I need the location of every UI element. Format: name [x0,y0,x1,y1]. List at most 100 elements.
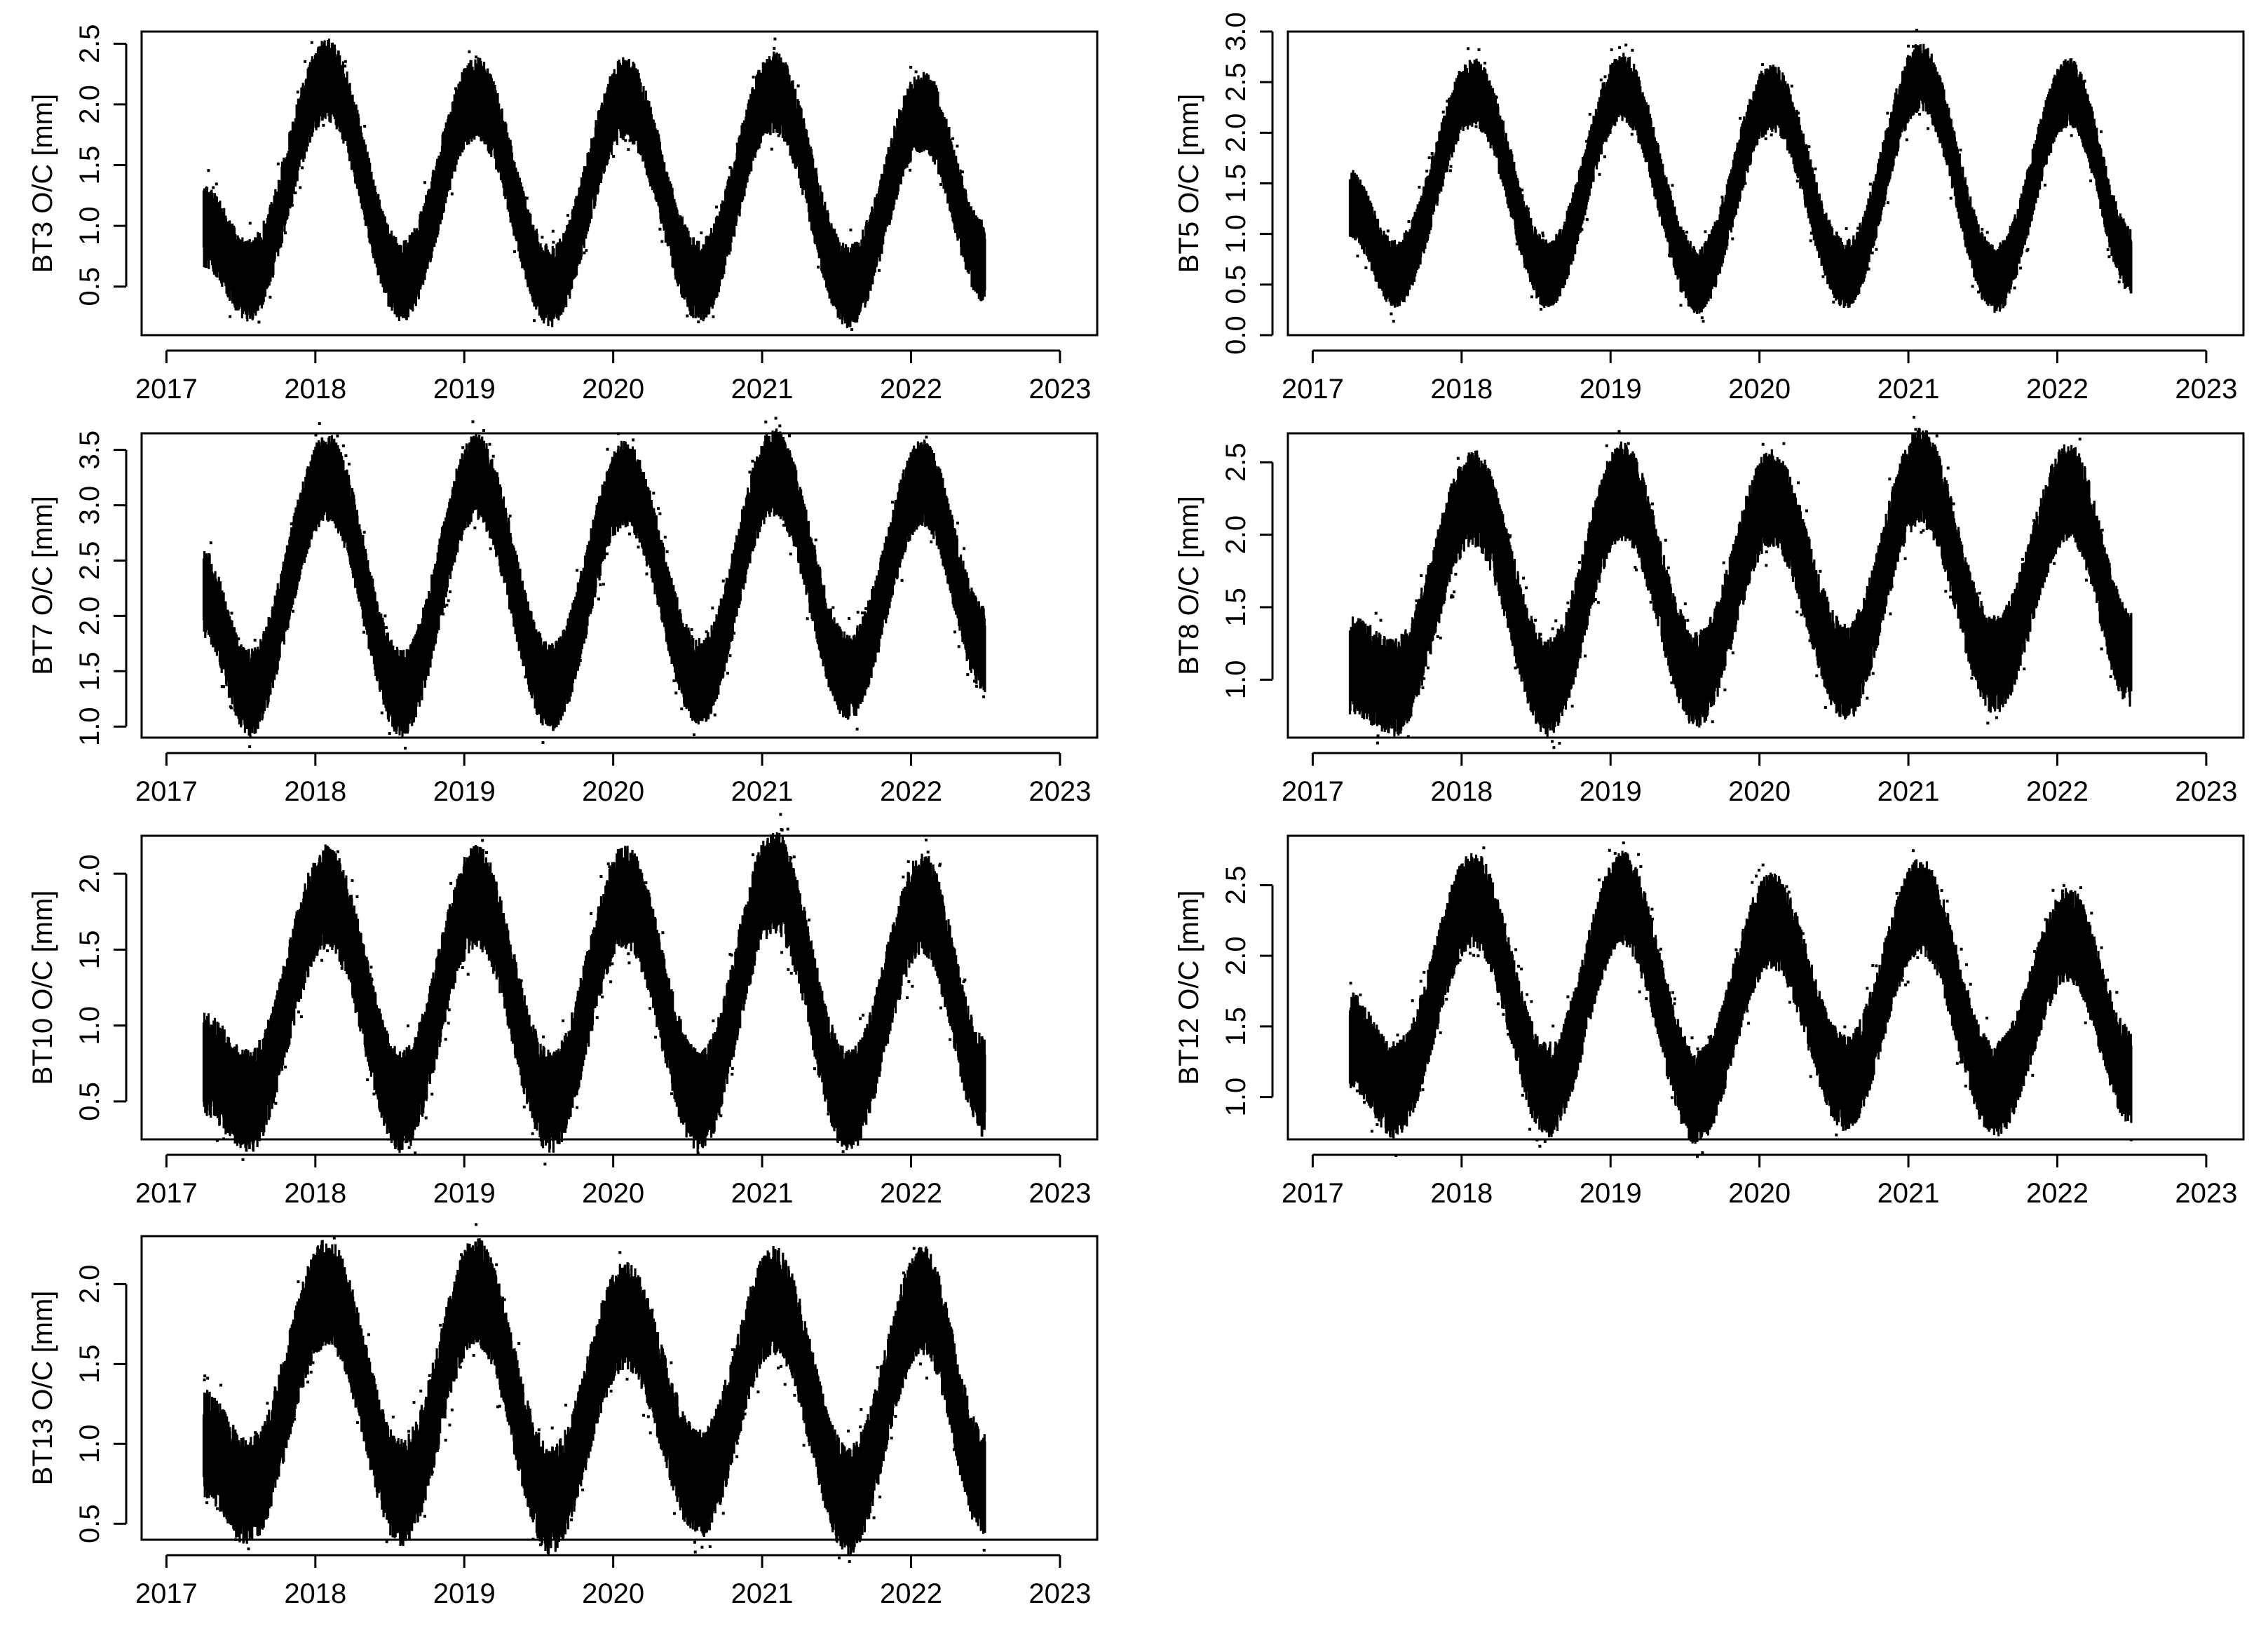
data-point [1679,304,1683,307]
data-point [1821,275,1825,278]
data-point [1790,84,1793,88]
data-point [533,319,536,323]
data-point [1526,207,1530,210]
data-point [475,55,478,59]
data-point [2107,255,2111,259]
data-point [253,638,257,642]
data-point [1875,248,1878,251]
data-point [513,250,516,253]
data-point [447,599,450,602]
data-point [2130,241,2133,294]
data-point [1949,196,1953,200]
data-point [362,630,366,634]
data-point [1603,155,1606,158]
data-point [1521,189,1524,191]
y-tick-label: 1.5 [74,146,105,185]
data-point [1449,165,1453,168]
data-point [1685,231,1689,234]
data-point [1770,133,1773,137]
data-point [284,231,287,235]
plot-frame [1286,30,2245,337]
data-point [508,514,512,517]
data-point [1764,137,1767,140]
data-point [585,249,588,252]
x-tick-label: 2019 [1580,374,1642,405]
x-tick-label: 2023 [2175,374,2237,405]
data-point [471,420,475,424]
data-point [445,604,449,607]
data-point [715,205,718,209]
data-point [1731,237,1734,240]
x-tick-label: 2023 [1028,374,1091,405]
data-point [1448,169,1452,172]
data-point [1630,133,1634,136]
data-point [1441,110,1445,114]
data-point [551,229,555,233]
data-point [237,637,240,641]
data-point [1915,29,1919,32]
data-point [304,60,307,63]
data-point [984,238,986,291]
data-point [850,328,854,332]
series-points [202,37,986,332]
data-point [1959,148,1962,151]
data-point [956,144,959,148]
data-point [817,265,820,269]
data-point [1985,231,1989,234]
data-point [2013,286,2016,290]
data-point [1761,63,1765,67]
data-point [2089,179,2093,182]
data-point [628,139,632,142]
data-point [1795,179,1799,183]
y-tick-label: 3.0 [1221,12,1251,51]
data-point [1610,48,1613,51]
data-point [1744,182,1747,185]
data-point [777,134,780,137]
data-point [423,181,426,184]
data-point [1867,267,1870,271]
data-point [229,706,233,710]
data-point [336,434,339,438]
data-point [215,182,218,186]
data-point [728,165,732,169]
data-point [2100,130,2103,133]
data-point [1704,230,1707,233]
data-point [450,192,454,196]
data-point [468,50,471,53]
data-point [1739,116,1742,120]
data-point [207,169,210,172]
x-tick-label: 2022 [2026,374,2089,405]
data-point [700,231,703,235]
data-point [301,166,304,170]
y-tick-label: 1.5 [1221,164,1251,203]
data-point [2106,248,2110,252]
data-point [388,732,391,736]
panel-bt3: 2017 2018 2019 2020 2021 2022 20230.51.01.52.0… [27,25,1099,405]
data-point [2083,79,2086,83]
data-point [1845,227,1848,231]
data-point [449,590,451,594]
data-point [212,186,215,189]
y-tick-label: 2.0 [74,85,105,124]
data-point [385,626,388,630]
data-point [209,541,212,545]
data-point [248,745,252,748]
data-point [314,433,318,437]
data-point [909,168,911,172]
data-point [1868,182,1872,186]
data-point [951,137,955,140]
series-points [1348,29,2133,323]
data-point [1809,231,1813,235]
data-point [624,139,627,142]
data-point [770,147,773,151]
data-point [796,84,800,88]
y-axis-label: BT3 O/C [mm] [27,94,58,273]
data-point [1603,75,1607,79]
y-axis-label: BT5 O/C [mm] [1174,94,1204,273]
data-point [878,269,881,272]
data-point [686,314,689,318]
y-tick-label: 2.5 [74,25,105,64]
data-point [473,526,477,529]
data-point [658,227,662,231]
y-tick-label: 2.0 [1221,114,1251,153]
